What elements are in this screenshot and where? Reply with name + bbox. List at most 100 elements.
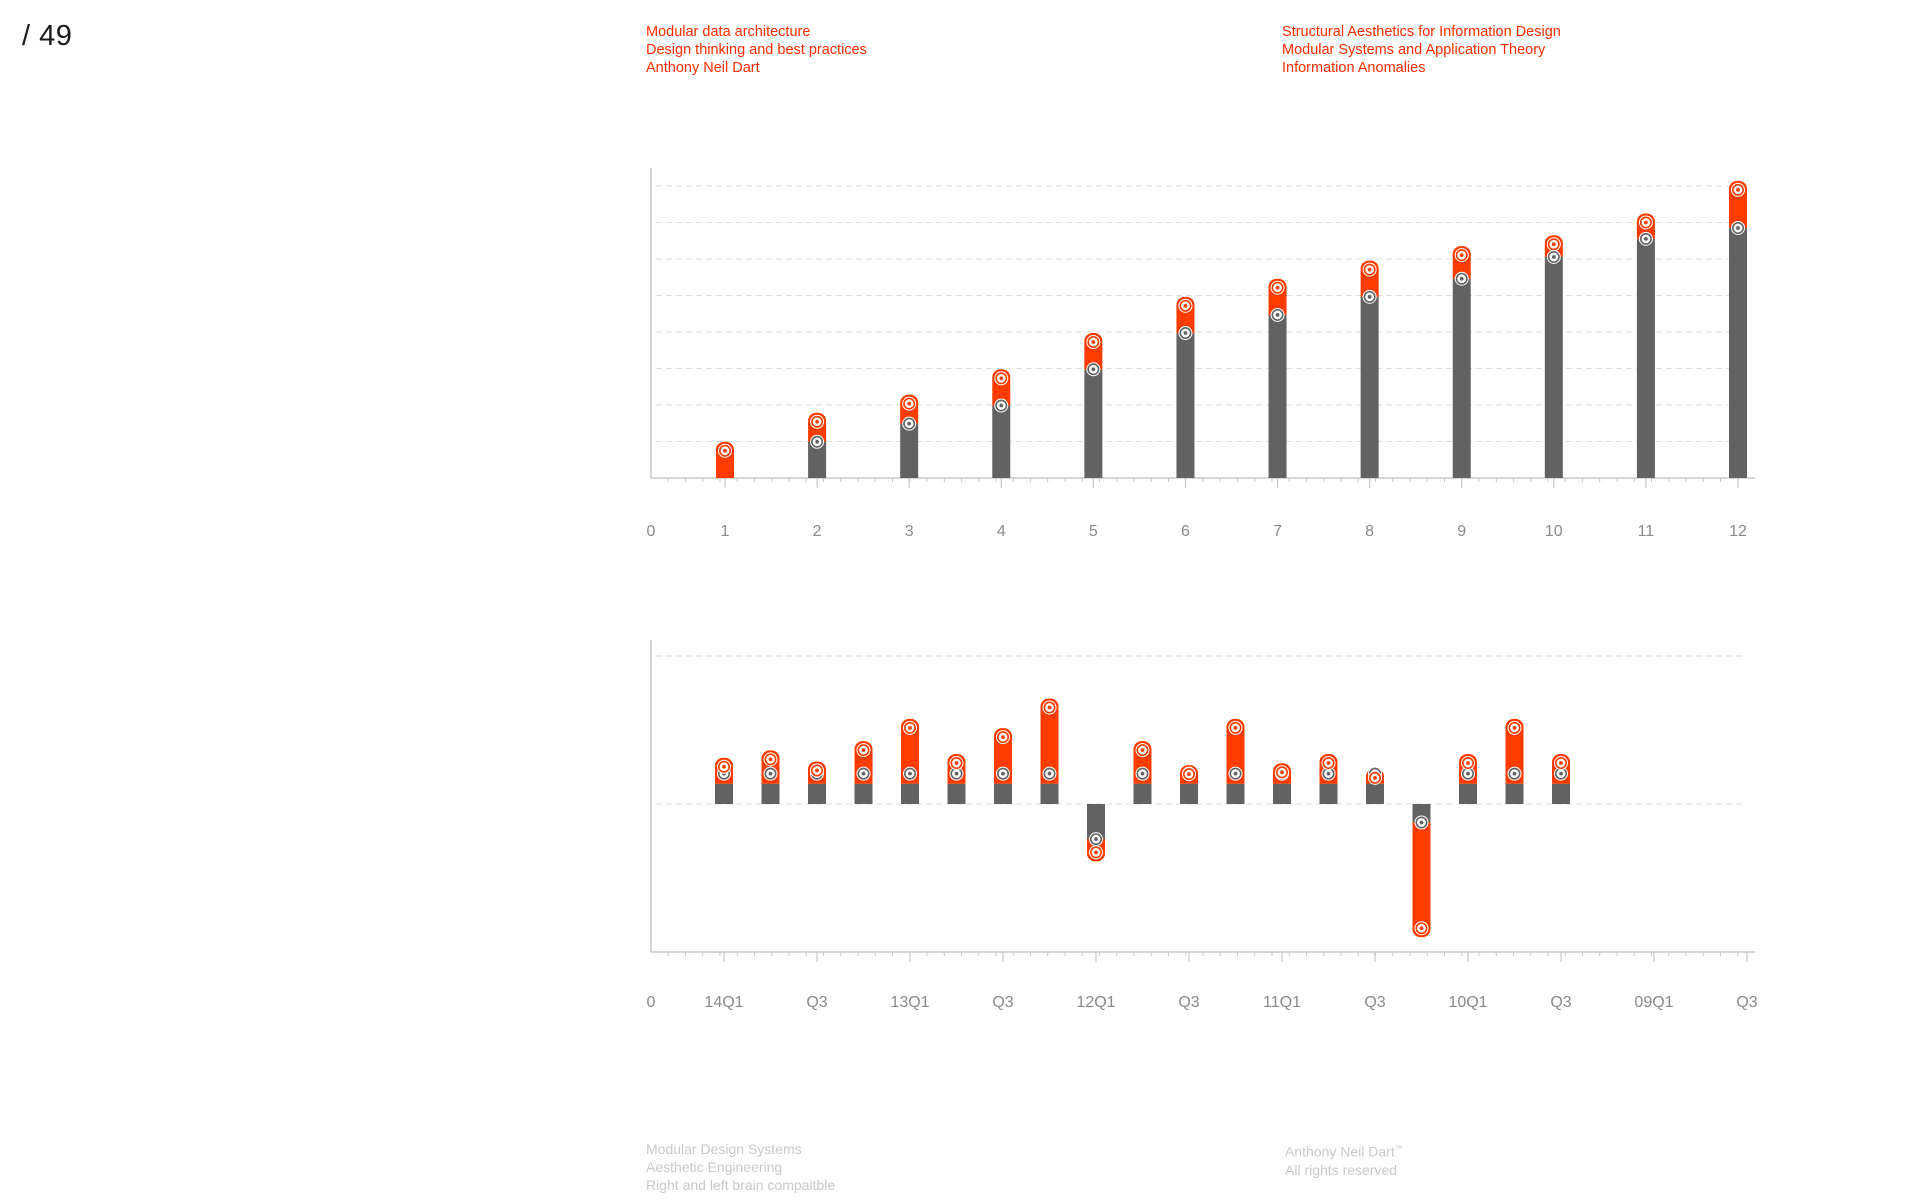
point-top-low-12-dot [1736,226,1740,230]
bar-top-base-7 [1268,314,1287,478]
bar-bottom-base-2 [761,783,780,804]
point-bottom-high-13-dot [1280,770,1284,775]
header-left: Modular data architecture Design thinkin… [646,23,867,77]
tick-label-bottom-10: Q3 [1550,994,1571,1011]
bar-top-base-10 [1544,256,1563,478]
footer-left: Modular Design Systems Aesthetic Enginee… [646,1140,835,1194]
point-bottom-high-14-ring [1322,757,1335,770]
point-bottom-high-1-ring [717,760,730,773]
point-bottom-low-18 [1507,766,1522,781]
point-bottom-low-14-dot [1326,771,1331,776]
bar-bottom-base-8 [1040,783,1059,804]
point-top-high-10 [1546,237,1561,252]
point-bottom-low-2 [763,766,778,781]
point-top-low-7 [1270,307,1285,322]
point-bottom-high-4-dot [861,748,866,752]
point-bottom-high-15-dot [1373,775,1377,780]
point-bottom-high-9 [1089,845,1103,860]
point-top-high-9-ring [1455,249,1468,262]
point-bottom-low-9 [1089,832,1103,847]
point-bottom-high-17-dot [1466,761,1470,765]
point-bottom-high-13 [1275,765,1289,780]
tick-label-top-9: 9 [1457,523,1466,540]
point-top-low-8 [1362,289,1377,304]
chart-quarterly-growth: 0 1 2 3 4 5 6 7 8 9 10 11 12 [647,168,1755,540]
bar-bottom-base-11 [1180,783,1198,804]
point-top-high-7-dot [1275,285,1280,290]
point-bottom-high-16 [1414,921,1429,936]
bar-top-base-9 [1452,278,1471,478]
footer-right-name-line: Anthony Neil Dart™ [1285,1140,1403,1161]
tick-label-bottom-7: 11Q1 [1263,994,1301,1011]
bar-bottom-base-3 [808,783,826,804]
point-bottom-high-7-dot [1001,735,1005,740]
point-bottom-high-2-dot [768,757,773,762]
point-bottom-low-5 [903,766,917,781]
point-bottom-high-14-dot [1326,761,1331,765]
tick-label-top-1: 1 [721,523,730,540]
tick-label-bottom-5: 12Q1 [1076,994,1115,1011]
point-top-high-12-ring [1732,183,1745,196]
chart-quarterly-variance: 0 14Q1 Q3 13Q1 Q3 12Q1 Q3 11Q1 Q3 10Q1 Q3 09Q1 Q3 [647,640,1758,1011]
point-bottom-high-1 [717,759,731,774]
footer-left-line-2: Aesthetic Engineering [646,1159,783,1175]
tick-label-bottom-4: Q3 [992,994,1013,1011]
tick-label-top-12: 12 [1729,523,1747,540]
point-top-high-9 [1454,248,1469,263]
point-bottom-high-19-ring [1555,757,1568,770]
header-left-line-1: Modular data architecture [646,24,811,40]
point-bottom-low-9-ring [1090,833,1103,846]
tick-label-bottom-3: 13Q1 [890,994,929,1011]
point-top-low-11-dot [1644,236,1648,241]
point-top-high-2 [810,414,825,429]
tick-label-top-6: 6 [1181,523,1190,540]
point-top-high-5 [1086,335,1101,350]
point-bottom-low-18-dot [1512,771,1517,776]
point-top-low-4-ring [995,399,1008,412]
bar-bottom-base-1 [715,783,733,804]
header-right-line-2: Modular Systems and Application Theory [1282,42,1546,58]
bar-bottom-range-5 [901,718,919,784]
point-top-high-6 [1178,298,1193,313]
point-top-low-6-dot [1183,331,1188,335]
point-bottom-low-12-ring [1229,767,1242,780]
point-bottom-high-19-dot [1559,761,1563,765]
point-bottom-high-15-ring [1369,771,1382,784]
point-top-low-10-ring [1547,250,1560,263]
bar-bottom-base-19 [1552,783,1570,804]
point-top-high-3 [902,396,917,411]
point-bottom-low-8-ring [1043,767,1056,780]
point-bottom-high-3-ring [810,764,823,777]
bar-bottom-range-12 [1226,718,1245,784]
point-bottom-low-7 [996,766,1010,781]
point-bottom-high-8-dot [1047,705,1052,710]
point-top-high-2-dot [815,419,819,424]
bar-bottom-base-13 [1273,783,1291,804]
tick-label-bottom-9: 10Q1 [1448,994,1487,1011]
point-top-low-10 [1546,249,1561,264]
point-bottom-low-19 [1554,766,1568,781]
footer-author: Anthony Neil Dart [1285,1143,1395,1160]
point-top-high-12-dot [1736,187,1740,192]
tick-label-bottom-12: Q3 [1736,994,1757,1011]
point-bottom-high-12-dot [1233,726,1238,730]
point-bottom-low-10 [1135,766,1150,781]
point-bottom-low-5-ring [903,767,916,780]
point-bottom-low-18-ring [1508,767,1521,780]
point-bottom-high-4 [856,743,871,758]
point-top-low-9-dot [1459,276,1464,281]
bar-top-base-4 [992,405,1011,478]
point-top-high-3-ring [903,397,916,410]
point-bottom-low-10-ring [1136,767,1149,780]
point-bottom-high-18-dot [1512,726,1517,730]
point-bottom-high-11-dot [1187,772,1191,777]
point-bottom-high-19 [1554,756,1568,771]
point-bottom-high-2 [763,752,778,767]
point-top-low-6-ring [1179,327,1192,340]
point-top-high-10-ring [1547,238,1560,251]
point-bottom-low-2-dot [768,771,773,776]
point-top-high-5-dot [1091,340,1096,344]
point-top-low-3-ring [903,417,916,430]
point-top-high-4 [994,371,1009,386]
point-top-low-5-ring [1087,363,1100,376]
